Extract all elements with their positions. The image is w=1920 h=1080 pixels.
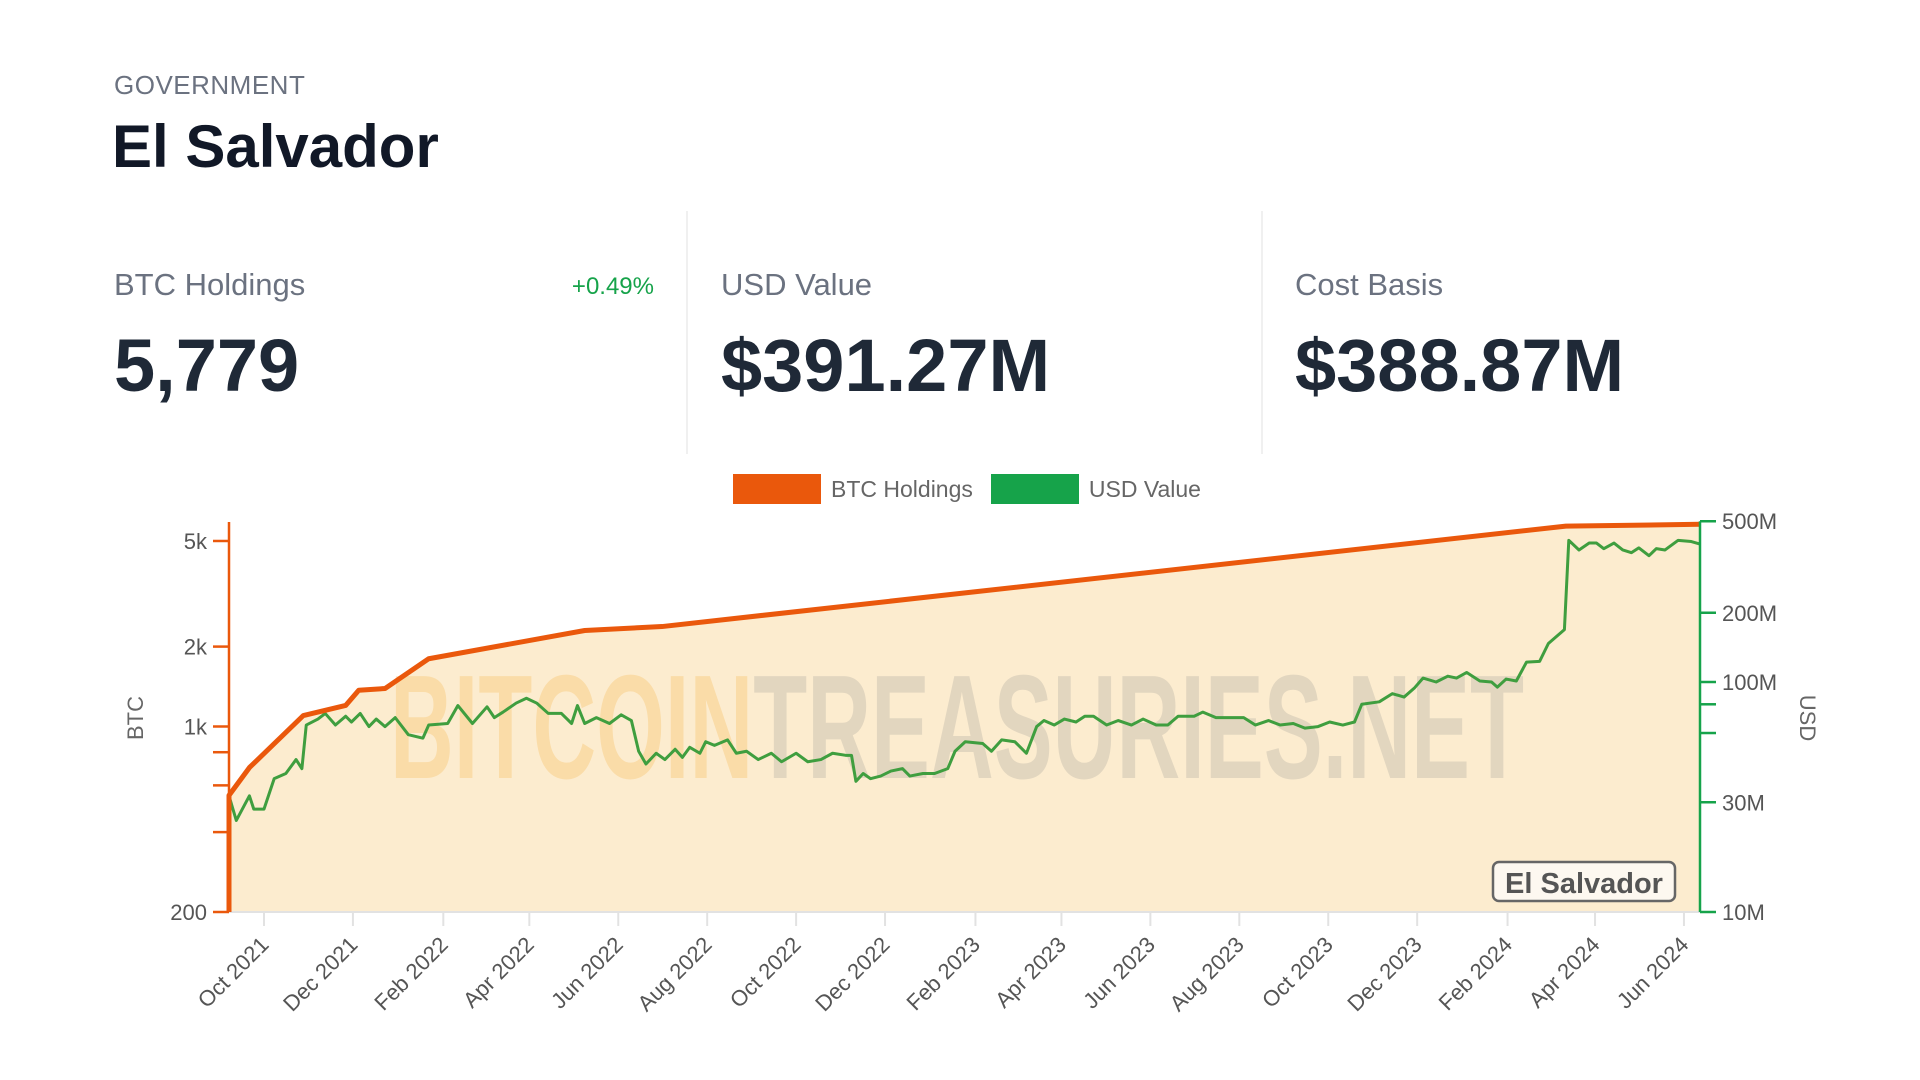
- watermark: BITCOINTREASURIES.NET: [390, 645, 1524, 810]
- y-right-tick-label: 200M: [1722, 601, 1777, 626]
- x-tick-label: Apr 2024: [1524, 932, 1605, 1013]
- page-title: El Salvador: [112, 113, 439, 180]
- annotation-label: El Salvador: [1505, 868, 1663, 900]
- y-right-tick-label: 10M: [1722, 900, 1765, 925]
- watermark-part1: BITCOIN: [390, 645, 753, 810]
- svg-text:BITCOINTREASURIES.NET: BITCOINTREASURIES.NET: [390, 645, 1524, 810]
- divider: [686, 211, 688, 454]
- stat-value: $388.87M: [1295, 324, 1625, 407]
- x-tick-label: Jun 2022: [546, 932, 628, 1014]
- entity-annotation: El Salvador: [1491, 860, 1677, 903]
- x-tick-label: Feb 2022: [369, 932, 452, 1015]
- x-tick-label: Apr 2022: [458, 932, 539, 1013]
- x-tick-label: Dec 2021: [278, 932, 362, 1016]
- x-tick-label: Oct 2023: [1257, 932, 1338, 1013]
- x-tick-label: Oct 2021: [193, 932, 274, 1013]
- y-right-tick-label: 100M: [1722, 670, 1777, 695]
- change-badge: +0.49%: [571, 273, 654, 300]
- stat-card-usd-value: USD Value $391.27M: [721, 211, 1221, 454]
- chart-legend: BTC Holdings USD Value: [733, 474, 1201, 504]
- stat-card-cost-basis: Cost Basis $388.87M: [1295, 211, 1795, 454]
- x-tick-label: Dec 2023: [1342, 932, 1426, 1016]
- entity-category: GOVERNMENT: [114, 70, 306, 100]
- btc-holdings-line[interactable]: [226, 521, 1701, 912]
- x-tick-label: Aug 2022: [632, 932, 716, 1016]
- stat-value: 5,779: [114, 324, 300, 407]
- y-right-tick-label: 500M: [1722, 509, 1777, 534]
- x-tick-label: Oct 2022: [725, 932, 806, 1013]
- y-left-tick-label: 2k: [184, 635, 208, 660]
- y-right-tick-label: 30M: [1722, 790, 1765, 815]
- legend-swatch-btc[interactable]: [733, 474, 821, 504]
- stat-label: Cost Basis: [1295, 267, 1444, 302]
- btc-holdings-area: [229, 524, 1700, 912]
- x-tick-label: Jun 2023: [1078, 932, 1160, 1014]
- x-tick-label: Aug 2023: [1165, 932, 1249, 1016]
- y-left-tick-label: 200: [170, 900, 207, 925]
- y-left-tick-label: 5k: [184, 529, 208, 554]
- stat-value: $391.27M: [721, 324, 1051, 407]
- divider: [1261, 211, 1263, 454]
- y-right-axis-title: USD: [1795, 695, 1820, 741]
- legend-label-usd[interactable]: USD Value: [1088, 475, 1201, 502]
- stat-label: USD Value: [721, 267, 873, 302]
- stat-card-btc-holdings: BTC Holdings +0.49% 5,779: [114, 211, 654, 454]
- legend-swatch-usd[interactable]: [990, 474, 1079, 504]
- watermark-part2: TREASURIES.NET: [753, 645, 1524, 810]
- x-tick-label: Jun 2024: [1612, 932, 1694, 1014]
- y-left-tick-label: 1k: [184, 714, 208, 739]
- y-left-axis-title: BTC: [123, 696, 148, 740]
- x-tick-label: Apr 2023: [990, 932, 1071, 1013]
- x-tick-label: Dec 2022: [810, 932, 894, 1016]
- stat-label: BTC Holdings: [114, 267, 306, 302]
- x-tick-label: Feb 2024: [1434, 932, 1517, 1015]
- usd-value-line[interactable]: [227, 538, 1701, 822]
- x-tick-label: Feb 2023: [902, 932, 985, 1015]
- legend-label-btc[interactable]: BTC Holdings: [831, 475, 973, 502]
